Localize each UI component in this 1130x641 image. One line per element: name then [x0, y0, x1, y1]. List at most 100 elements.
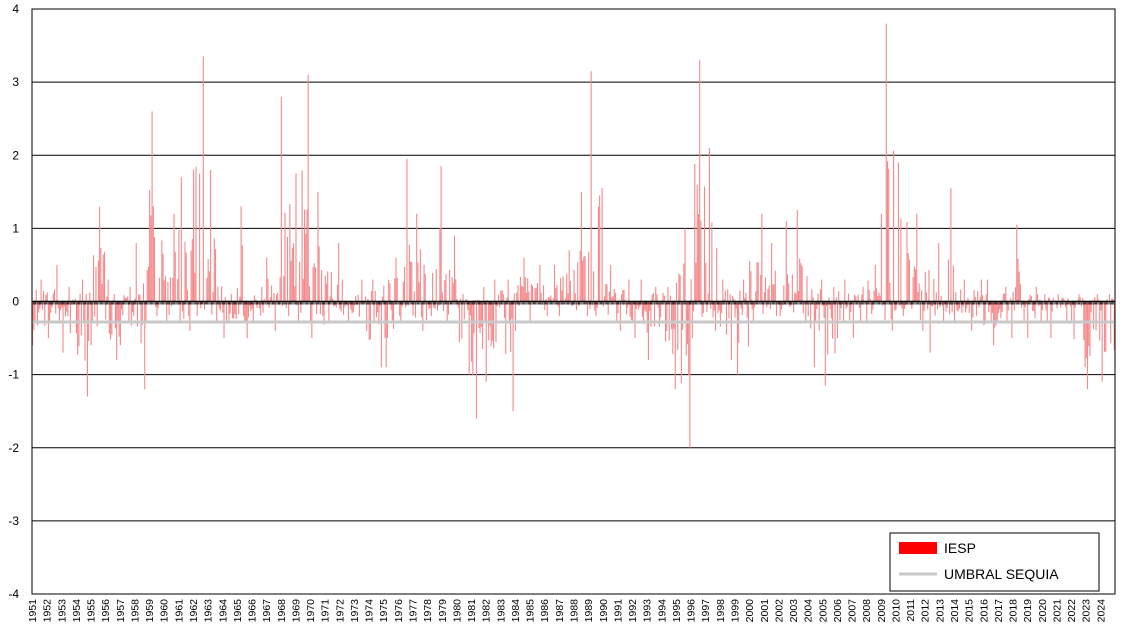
iesp-bar — [223, 301, 225, 339]
iesp-bar — [958, 301, 960, 309]
iesp-bar — [240, 206, 242, 302]
iesp-bar — [373, 301, 375, 323]
iesp-bar — [833, 286, 835, 302]
iesp-bar — [139, 294, 141, 302]
iesp-bar — [33, 301, 35, 330]
iesp-bar — [1023, 301, 1025, 324]
iesp-bar — [1057, 294, 1059, 302]
iesp-bar — [130, 301, 132, 326]
iesp-bar — [757, 262, 759, 302]
iesp-bar — [701, 301, 703, 317]
iesp-bar — [493, 301, 495, 349]
iesp-bar — [417, 262, 419, 302]
iesp-bar — [94, 301, 96, 317]
iesp-bar — [299, 262, 301, 302]
iesp-bar — [192, 169, 195, 302]
iesp-bar — [745, 292, 747, 302]
iesp-bar — [861, 294, 863, 302]
iesp-bar — [430, 301, 432, 317]
iesp-bar — [946, 301, 948, 308]
iesp-bar — [890, 301, 892, 320]
iesp-bar — [108, 301, 110, 334]
iesp-bar — [77, 301, 79, 355]
iesp-bar — [790, 301, 792, 306]
iesp-bar — [236, 288, 238, 302]
iesp-bar — [1113, 301, 1115, 351]
iesp-bar — [630, 301, 632, 320]
y-tick-label: -1 — [8, 368, 19, 382]
x-tick-label: 2007 — [847, 599, 859, 623]
iesp-bar — [786, 274, 789, 302]
x-tick-label: 1976 — [393, 599, 405, 623]
x-tick-label: 1988 — [569, 599, 581, 623]
iesp-bar — [814, 301, 817, 324]
iesp-bar — [183, 301, 185, 319]
iesp-bar — [829, 301, 831, 310]
iesp-bar — [55, 301, 57, 314]
x-tick-label: 2004 — [803, 599, 815, 623]
iesp-bar — [1101, 301, 1103, 382]
iesp-bar — [427, 301, 429, 304]
iesp-bar — [578, 301, 580, 306]
iesp-bar — [338, 243, 340, 302]
plot-frame — [31, 8, 1116, 595]
iesp-bar — [779, 301, 781, 317]
iesp-bar — [323, 301, 325, 325]
iesp-bar — [1017, 258, 1019, 302]
iesp-bar — [1091, 299, 1093, 302]
iesp-bar — [649, 301, 651, 312]
iesp-bar — [730, 301, 732, 360]
x-tick-label: 2021 — [1052, 599, 1064, 623]
iesp-bar — [197, 301, 199, 305]
iesp-bar — [619, 301, 621, 331]
iesp-bar — [200, 301, 202, 309]
iesp-bar — [845, 301, 847, 309]
iesp-bar — [241, 245, 243, 302]
iesp-bar — [384, 301, 386, 338]
x-tick-label: 1967 — [261, 599, 273, 623]
iesp-bar — [667, 286, 669, 302]
iesp-bar — [472, 301, 474, 376]
iesp-bar — [1096, 294, 1098, 302]
iesp-bar — [846, 301, 848, 307]
x-tick-label: 2002 — [773, 599, 785, 623]
iesp-bar — [800, 263, 802, 302]
iesp-bar — [975, 301, 978, 316]
iesp-bar — [936, 301, 939, 310]
iesp-bar — [411, 262, 413, 302]
iesp-bar — [273, 293, 275, 302]
iesp-bar — [158, 277, 160, 302]
iesp-bar — [421, 301, 423, 318]
iesp-bar — [579, 250, 581, 302]
iesp-bar — [852, 301, 854, 339]
iesp-bar — [644, 301, 646, 311]
iesp-bar — [944, 301, 946, 304]
iesp-bar — [435, 269, 437, 302]
iesp-bar — [66, 301, 68, 312]
iesp-bar — [362, 301, 364, 304]
iesp-bar — [157, 301, 159, 309]
iesp-bar — [190, 250, 192, 302]
iesp-bar — [640, 279, 642, 302]
iesp-bar — [707, 293, 709, 302]
iesp-bar — [451, 277, 453, 302]
iesp-bar — [455, 279, 457, 302]
iesp-bar — [1071, 301, 1073, 324]
iesp-bar — [632, 301, 634, 321]
iesp-bar — [843, 301, 845, 324]
iesp-bar — [880, 213, 882, 302]
x-tick-label: 1968 — [276, 599, 288, 623]
y-tick-label: 3 — [12, 75, 19, 89]
iesp-bar — [64, 301, 67, 317]
iesp-bar — [851, 300, 853, 302]
iesp-bar — [788, 283, 790, 302]
legend-umbral-label: UMBRAL SEQUIA — [944, 566, 1059, 582]
iesp-bar — [900, 218, 902, 302]
iesp-bar — [706, 301, 708, 312]
iesp-bar — [689, 301, 691, 448]
iesp-bar — [1082, 298, 1084, 302]
x-tick-label: 1953 — [56, 599, 68, 623]
iesp-bar — [972, 301, 974, 318]
iesp-bar — [321, 270, 323, 302]
iesp-bar — [386, 301, 388, 338]
